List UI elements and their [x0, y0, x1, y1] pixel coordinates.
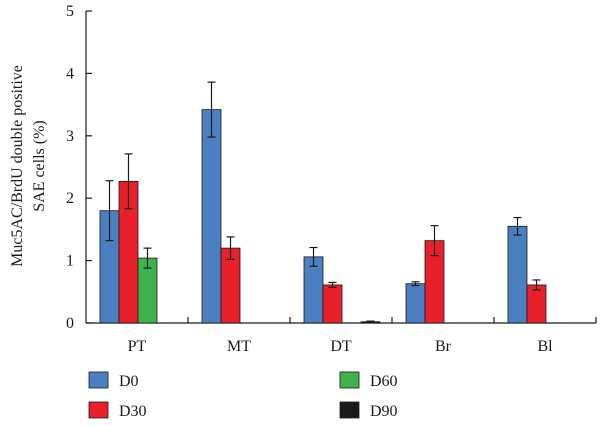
legend-label-d90: D90: [370, 403, 398, 420]
bar-d0-bl: [507, 225, 528, 324]
x-tick-label: PT: [128, 338, 147, 355]
y-tick-label: 4: [66, 65, 74, 82]
bar-d0-mt: [201, 109, 222, 324]
legend-label-d60: D60: [370, 373, 398, 390]
y-tick-label: 1: [66, 253, 74, 270]
y-axis-label-line-1: Muc5AC/BrdU double positive: [9, 65, 26, 267]
legend-swatch-d90: [339, 401, 360, 419]
y-tick-label: 2: [66, 190, 74, 207]
legend-swatch-d60: [339, 371, 360, 389]
legend: D0 D30 D60 D90: [88, 371, 398, 420]
bar-d30-dt: [322, 284, 343, 324]
legend-label-d0: D0: [119, 373, 139, 390]
y-axis-label-line-2: SAE cells (%): [31, 120, 48, 212]
x-tick-label: DT: [330, 338, 352, 355]
y-tick-label: 3: [66, 128, 74, 145]
plot-area: 0 1 2 3 4 5 PT MT DT Br Bl: [66, 3, 597, 355]
legend-swatch-d30: [88, 401, 109, 419]
x-tick-label: Bl: [537, 338, 553, 355]
x-tick-label: MT: [227, 338, 251, 355]
bar-d30-bl: [526, 284, 547, 324]
bar-d0-br: [405, 283, 426, 324]
legend-swatch-d0: [88, 371, 109, 389]
y-tick-label: 0: [66, 315, 74, 332]
x-tick-label: Br: [435, 338, 452, 355]
legend-label-d30: D30: [119, 403, 147, 420]
y-tick-label: 5: [66, 3, 74, 20]
